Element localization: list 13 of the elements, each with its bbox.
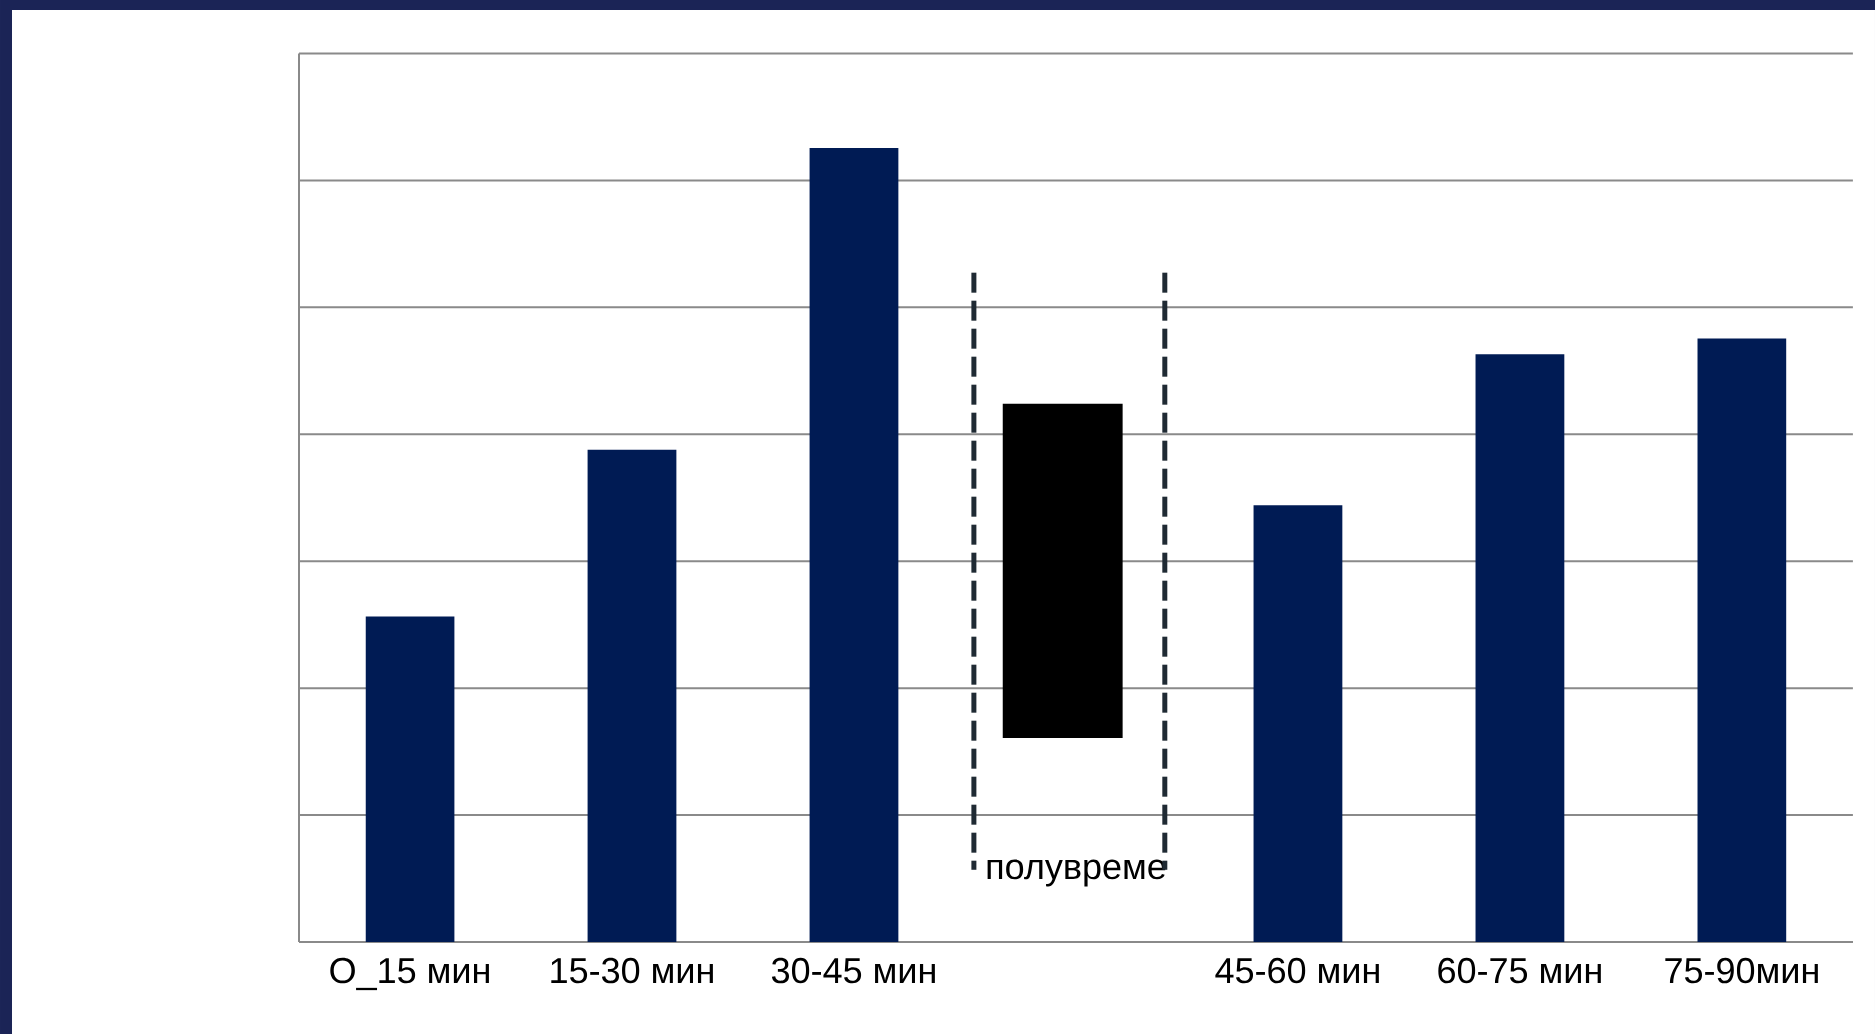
x-tick-label: 45-60 мин <box>1215 957 1379 984</box>
x-tick-label: О_15 мин <box>330 957 489 991</box>
bar <box>365 616 455 942</box>
x-tick-label: 75-90мин <box>1665 957 1818 984</box>
bar <box>1253 505 1343 942</box>
x-tick-label: полувреме <box>987 859 1166 887</box>
bar <box>587 449 677 942</box>
x-tick-label: 15-30 мин <box>551 957 713 984</box>
bar <box>1475 354 1565 942</box>
x-tick-label: 60-75 мин <box>1438 957 1601 984</box>
x-tick-label: 30-45 мин <box>771 957 935 984</box>
bar <box>1697 338 1787 942</box>
bar <box>809 147 899 942</box>
